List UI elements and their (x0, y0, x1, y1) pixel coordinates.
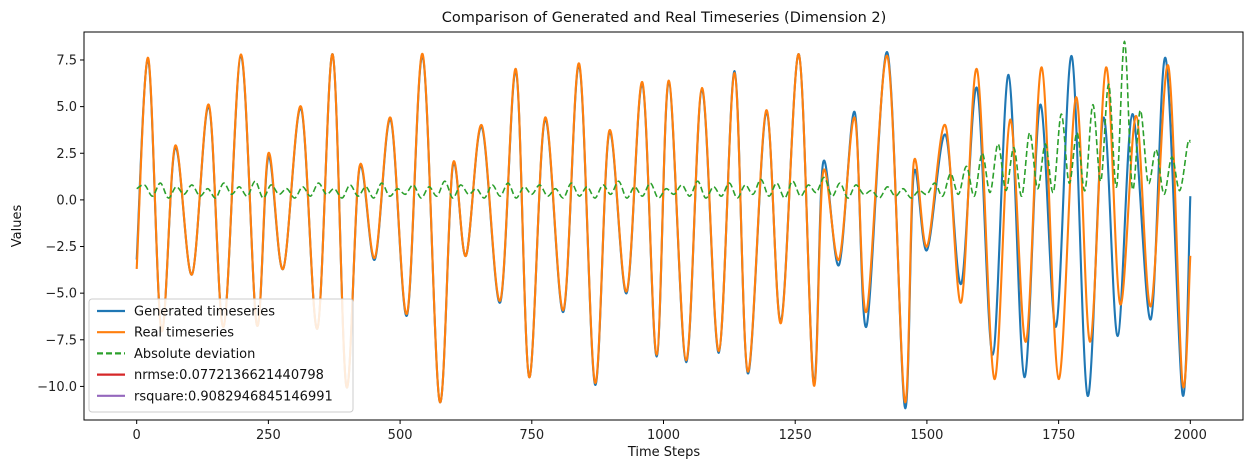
x-tick-label: 1000 (647, 428, 680, 443)
y-tick-label: 5.0 (56, 100, 77, 115)
x-tick-label: 0 (133, 428, 141, 443)
x-tick-label: 750 (519, 428, 544, 443)
legend-label: rsquare:0.9082946845146991 (134, 389, 333, 404)
legend-label: Generated timeseries (134, 305, 275, 320)
y-tick-label: 2.5 (56, 147, 77, 162)
x-tick-label: 1250 (779, 428, 812, 443)
x-axis-label: Time Steps (627, 445, 701, 460)
legend: Generated timeseries Real timeseries Absol… (88, 298, 354, 413)
x-tick-label: 500 (388, 428, 413, 443)
y-tick-label: 7.5 (56, 53, 77, 68)
x-axis: 0 250 500 750 1000 1250 1500 1750 2000 (133, 420, 1207, 443)
chart-title: Comparison of Generated and Real Timeser… (442, 10, 887, 26)
legend-label: Real timeseries (134, 326, 234, 341)
y-tick-label: −5.0 (45, 287, 77, 302)
y-tick-label: −2.5 (45, 240, 77, 255)
legend-label: nrmse:0.0772136621440798 (134, 368, 324, 383)
y-tick-label: 0.0 (56, 193, 77, 208)
y-axis-label: Values (10, 205, 25, 248)
y-tick-label: −10.0 (37, 380, 77, 395)
x-tick-label: 2000 (1174, 428, 1207, 443)
y-axis: −10.0 −7.5 −5.0 −2.5 0.0 2.5 5.0 7.5 (37, 53, 84, 395)
x-tick-label: 1500 (910, 428, 943, 443)
x-tick-label: 250 (256, 428, 281, 443)
y-tick-label: −7.5 (45, 333, 77, 348)
legend-box (88, 298, 354, 413)
legend-label: Absolute deviation (134, 347, 255, 362)
x-tick-label: 1750 (1042, 428, 1075, 443)
series-line-2 (136, 40, 1192, 199)
